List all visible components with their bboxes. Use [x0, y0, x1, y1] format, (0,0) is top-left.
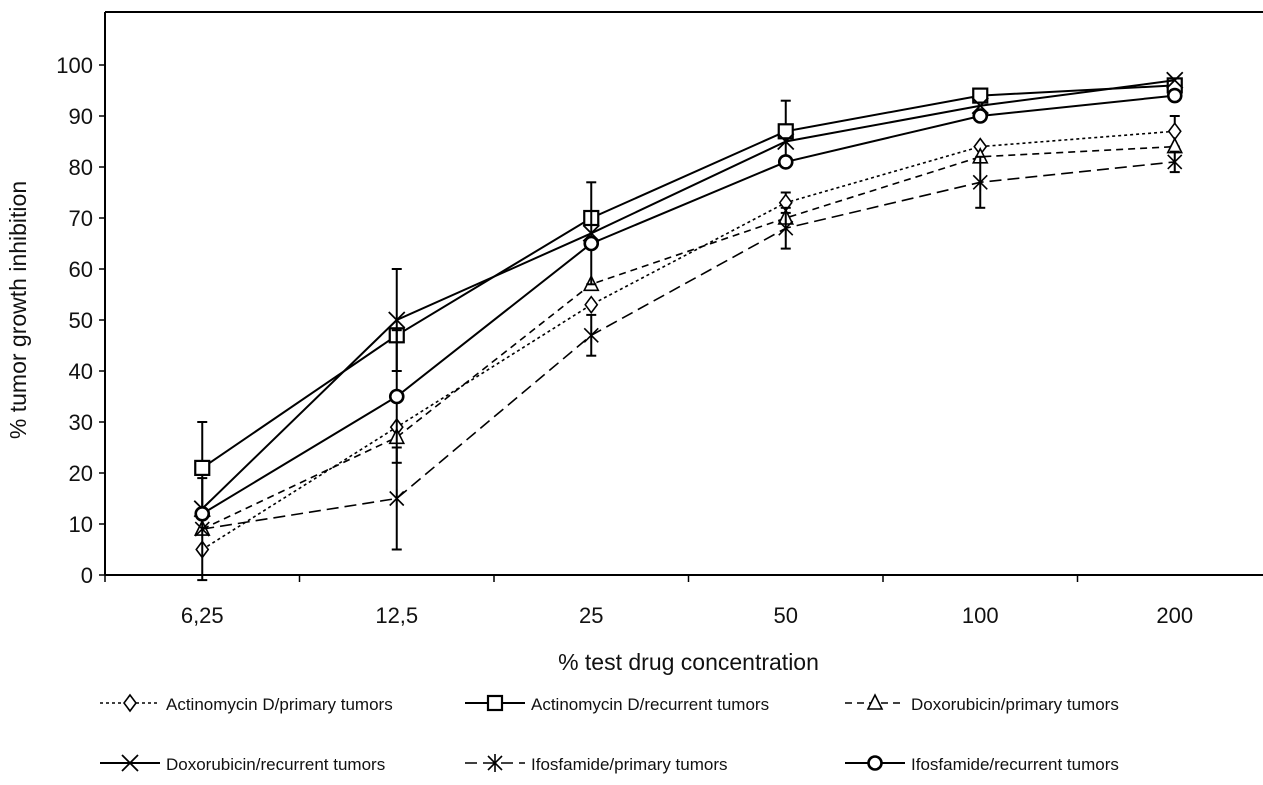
data-point — [777, 132, 795, 151]
legend-label: Ifosfamide/primary tumors — [531, 755, 728, 774]
legend-item: Ifosfamide/recurrent tumors — [845, 755, 1119, 774]
legend-item: Ifosfamide/primary tumors — [465, 754, 728, 774]
marker-circle — [388, 388, 405, 405]
marker-x-stroke — [121, 754, 139, 772]
y-tick-label: 60 — [69, 257, 93, 282]
series-0 — [195, 115, 1182, 559]
marker-circle — [194, 505, 211, 522]
marker-circle — [777, 154, 794, 170]
legend-label: Doxorubicin/recurrent tumors — [166, 755, 385, 774]
marker-circle — [972, 108, 989, 124]
data-point — [972, 108, 989, 124]
marker-circle — [867, 755, 883, 771]
data-point — [388, 388, 405, 405]
legend-swatch-marker — [487, 754, 503, 772]
marker-diamond — [584, 295, 599, 315]
series-2 — [193, 136, 1184, 536]
legend-swatch-marker — [866, 693, 884, 710]
data-point — [777, 154, 794, 170]
y-tick-label: 100 — [56, 53, 93, 78]
marker-circle — [583, 235, 600, 252]
legend-label: Doxorubicin/primary tumors — [911, 695, 1119, 714]
y-tick-label: 0 — [81, 563, 93, 588]
series-3 — [193, 71, 1184, 518]
data-point — [194, 459, 211, 476]
y-tick-label: 80 — [69, 155, 93, 180]
series-4 — [194, 150, 1183, 582]
data-point — [972, 87, 989, 104]
marker-square — [194, 459, 211, 476]
series-line — [201, 84, 1175, 469]
y-tick-label: 20 — [69, 461, 93, 486]
legend-swatch-marker — [486, 694, 504, 712]
legend-label: Ifosfamide/recurrent tumors — [911, 755, 1119, 774]
series-line — [201, 79, 1175, 510]
y-tick-label: 90 — [69, 104, 93, 129]
legend-item: Doxorubicin/recurrent tumors — [100, 754, 385, 774]
legend-label: Actinomycin D/recurrent tumors — [531, 695, 769, 714]
marker-square — [486, 694, 504, 712]
y-tick-label: 70 — [69, 206, 93, 231]
y-tick-label: 50 — [69, 308, 93, 333]
x-tick-label: 25 — [579, 603, 603, 628]
data-point — [584, 295, 599, 315]
marker-circle — [1166, 87, 1183, 104]
x-tick-label: 12,5 — [375, 603, 418, 628]
data-point — [388, 311, 406, 329]
series-1 — [194, 77, 1183, 515]
series-line — [201, 145, 1175, 530]
data-point — [777, 123, 794, 140]
data-point — [194, 520, 210, 539]
marker-x-stroke — [777, 132, 795, 151]
y-tick-label: 30 — [69, 410, 93, 435]
data-point — [1166, 87, 1183, 104]
series-line — [202, 161, 1175, 530]
marker-diamond — [123, 693, 137, 713]
data-point — [778, 219, 794, 238]
series-line — [201, 130, 1175, 551]
x-tick-label: 50 — [774, 603, 798, 628]
marker-square — [777, 123, 794, 140]
legend-item: Actinomycin D/primary tumors — [100, 693, 393, 714]
data-point — [389, 489, 405, 508]
data-point — [972, 173, 988, 192]
legend-item: Actinomycin D/recurrent tumors — [465, 694, 769, 714]
legend-swatch-marker — [121, 754, 139, 772]
y-axis-title: % tumor growth inhibition — [5, 181, 31, 439]
x-axis-title: % test drug concentration — [558, 649, 819, 675]
series-5 — [194, 87, 1183, 522]
data-point — [194, 505, 211, 522]
x-tick-label: 100 — [962, 603, 999, 628]
legend-swatch-marker — [867, 755, 883, 771]
marker-triangle — [866, 693, 884, 710]
legend-swatch-marker — [123, 693, 137, 713]
y-tick-label: 40 — [69, 359, 93, 384]
marker-x-stroke — [388, 311, 406, 329]
series-line — [201, 94, 1175, 515]
x-tick-label: 6,25 — [181, 603, 224, 628]
legend-item: Doxorubicin/primary tumors — [845, 693, 1119, 714]
data-point — [1166, 71, 1184, 89]
y-tick-label: 10 — [69, 512, 93, 537]
marker-x-stroke — [1166, 71, 1184, 89]
data-point — [583, 235, 600, 252]
data-point — [1167, 152, 1183, 171]
data-point — [583, 326, 599, 345]
x-tick-label: 200 — [1156, 603, 1193, 628]
marker-square — [972, 87, 989, 104]
legend-label: Actinomycin D/primary tumors — [166, 695, 393, 714]
